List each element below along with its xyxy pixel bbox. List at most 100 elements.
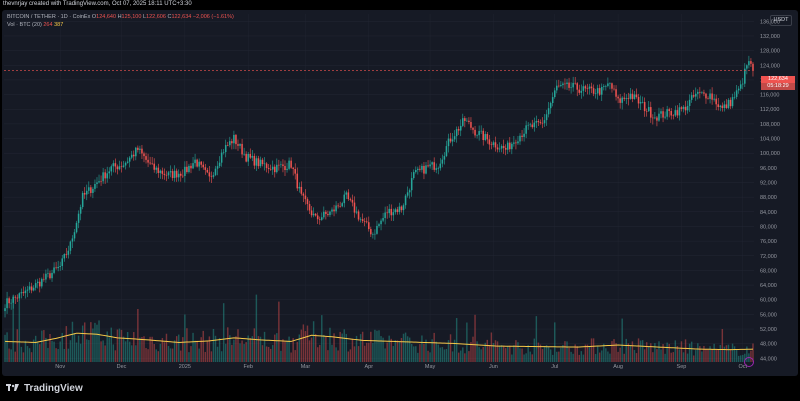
- volume-bar: [623, 353, 625, 362]
- volume-bar: [384, 348, 386, 362]
- candle-body: [278, 164, 280, 166]
- chart-area[interactable]: 44,000 48,000 52,000 56,000 60,000 64,000 68,0…: [2, 10, 798, 376]
- ohlc-o-value: 124,640: [96, 14, 117, 20]
- candle-body: [633, 94, 636, 99]
- indicator-toggle-icon[interactable]: [744, 357, 754, 367]
- volume-legend[interactable]: Vol · BTC (20) 264 387: [7, 22, 63, 28]
- volume-bar: [437, 344, 439, 362]
- candle-body: [676, 110, 679, 116]
- volume-bar: [86, 339, 88, 362]
- volume-bar: [153, 344, 155, 362]
- price-chart-svg[interactable]: 44,000 48,000 52,000 56,000 60,000 64,000 68,0…: [2, 10, 798, 376]
- symbol-legend[interactable]: BITCOIN / TETHER · 1D · CoinEx O124,640 …: [7, 14, 234, 20]
- candle-body: [325, 211, 327, 214]
- ohlc-h-value: 125,100: [121, 14, 142, 20]
- candle-body: [617, 96, 619, 99]
- candle-body: [682, 106, 685, 109]
- candle-body: [153, 163, 155, 170]
- y-tick-label: 84,000: [760, 210, 777, 216]
- candle-body: [106, 173, 108, 179]
- volume-bar: [617, 351, 619, 362]
- volume-bar: [368, 342, 370, 362]
- volume-bar: [212, 328, 215, 362]
- candle-body: [90, 187, 92, 193]
- candle-body: [439, 163, 442, 169]
- volume-bar: [182, 337, 184, 362]
- candle-body: [200, 161, 202, 165]
- candle-body: [259, 159, 262, 167]
- candle-body: [711, 93, 713, 100]
- candle-body: [192, 163, 194, 169]
- volume-bar: [92, 328, 94, 362]
- candle-body: [8, 298, 10, 304]
- volume-bar: [719, 344, 721, 362]
- candle-body: [447, 138, 450, 147]
- currency-button[interactable]: USDT: [770, 15, 792, 26]
- candle-body: [218, 162, 221, 167]
- volume-bar: [570, 351, 572, 362]
- candle-body: [306, 199, 309, 205]
- volume-bar: [255, 294, 258, 362]
- volume-bar: [274, 334, 276, 362]
- candle-body: [239, 143, 241, 146]
- candle-body: [429, 164, 431, 167]
- volume-bar: [433, 332, 435, 362]
- volume-bar: [466, 322, 468, 362]
- volume-bar: [319, 344, 321, 362]
- candle-body: [331, 209, 333, 212]
- volume-bar: [131, 345, 133, 362]
- candle-body: [355, 211, 358, 213]
- candle-body: [206, 169, 209, 173]
- volume-bar: [216, 346, 219, 362]
- candle-body: [631, 93, 634, 99]
- candle-body: [20, 292, 23, 294]
- volume-bar: [73, 333, 76, 362]
- volume-bar: [282, 339, 284, 362]
- volume-bar: [278, 301, 280, 362]
- candle-body: [570, 87, 572, 88]
- candle-body: [515, 142, 517, 144]
- volume-bar: [292, 338, 294, 362]
- volume-bar: [231, 344, 233, 362]
- candle-body: [24, 290, 27, 294]
- volume-bar: [310, 337, 313, 362]
- volume-bar: [455, 318, 458, 362]
- volume-bar: [678, 349, 681, 362]
- volume-bar: [462, 347, 464, 362]
- volume-bar: [449, 334, 452, 362]
- candle-body: [85, 190, 88, 195]
- volume-bar: [451, 351, 454, 362]
- candle-body: [349, 199, 352, 200]
- volume-bar: [658, 341, 660, 362]
- candle-body: [34, 283, 37, 288]
- candle-body: [147, 159, 149, 163]
- volume-bar: [725, 345, 728, 362]
- volume-bar: [705, 348, 707, 362]
- volume-bar: [664, 353, 666, 362]
- candle-body: [57, 266, 59, 269]
- candle-body: [104, 172, 106, 179]
- volume-bar: [596, 346, 599, 362]
- candle-body: [365, 221, 368, 223]
- volume-bar: [676, 346, 679, 362]
- candle-body: [361, 219, 364, 222]
- volume-bar: [388, 335, 390, 362]
- volume-bar: [498, 345, 501, 362]
- candle-body: [368, 222, 370, 230]
- volume-bar: [302, 324, 305, 362]
- candle-body: [600, 86, 603, 95]
- candle-body: [435, 168, 437, 170]
- volume-bar: [53, 341, 55, 362]
- volume-bar: [128, 341, 131, 362]
- candle-body: [739, 84, 742, 89]
- volume-bar: [355, 335, 358, 362]
- candle-body: [261, 159, 264, 165]
- volume-bar: [59, 341, 61, 362]
- volume-bar: [143, 336, 145, 362]
- candle-body: [376, 225, 378, 234]
- candle-body: [419, 168, 421, 170]
- candle-body: [701, 92, 703, 93]
- y-tick-label: 128,000: [760, 49, 780, 55]
- volume-bar: [598, 352, 601, 362]
- candle-body: [384, 212, 386, 219]
